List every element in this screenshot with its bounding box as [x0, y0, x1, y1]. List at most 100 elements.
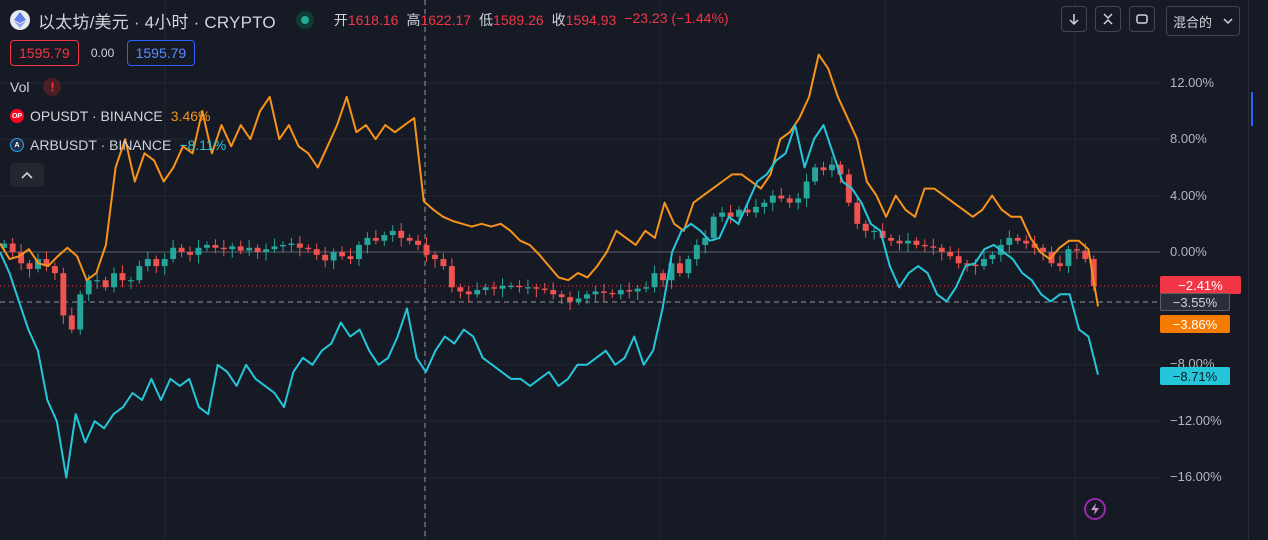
eth-candle-body [170, 247, 177, 260]
arb-change: −8.11% [179, 137, 227, 153]
eth-candle-body [279, 244, 286, 247]
eth-candle-body [85, 280, 92, 295]
eth-candle-body [702, 237, 709, 245]
eth-candle-body [313, 249, 320, 255]
eth-candle-body [372, 237, 379, 241]
optimism-icon: OP [10, 109, 24, 123]
eth-candle-body [592, 291, 599, 295]
open-label: 开 [333, 12, 348, 28]
eth-candle-body [651, 273, 658, 288]
eth-candle-body [102, 280, 109, 288]
eth-candle-body [1040, 247, 1047, 252]
eth-candle-body [111, 273, 117, 288]
eth-candle-body [795, 198, 802, 203]
vol-legend[interactable]: Vol ! [10, 78, 62, 96]
eth-candle-body [913, 240, 920, 245]
eth-candle-body [356, 244, 362, 260]
eth-candle-body [879, 230, 886, 238]
arbitrum-icon: A [10, 138, 24, 152]
eth-candle-body [457, 287, 464, 292]
collapse-icon [1103, 13, 1113, 25]
eth-candle-body [203, 244, 210, 248]
low-label: 低 [479, 12, 494, 28]
symbol-title[interactable]: 以太坊/美元 · 4小时 · CRYPTO [38, 12, 276, 32]
eth-candle-body [964, 263, 971, 265]
eth-candle-body [905, 240, 911, 244]
eth-candle-body [634, 288, 641, 292]
symbol-header: 以太坊/美元 · 4小时 · CRYPTO 开1618.16 高1622.17 … [10, 8, 729, 32]
eth-candle-body [322, 254, 329, 261]
eth-candle-body [1057, 263, 1063, 267]
chevron-down-icon [1223, 18, 1233, 25]
eth-candle-body [339, 252, 346, 257]
eth-candle-body [474, 290, 481, 295]
eth-candle-body [9, 243, 16, 252]
eth-candle-body [195, 247, 202, 255]
eth-candle-body [254, 247, 261, 252]
eth-candle-body [26, 263, 33, 269]
eth-candle-body [643, 287, 650, 289]
market-status-icon[interactable] [295, 11, 314, 29]
eth-candle-body [871, 230, 878, 233]
eth-candle-body [296, 243, 303, 248]
warning-icon[interactable]: ! [43, 78, 62, 96]
eth-candle-body [1006, 237, 1013, 245]
eth-candle-body [68, 315, 75, 330]
fullscreen-button[interactable] [1129, 6, 1155, 32]
scale-mode-label: 混合的 [1173, 14, 1213, 30]
eth-candle-body [947, 252, 954, 257]
eth-candle-body [955, 256, 962, 264]
ethereum-icon [10, 10, 30, 30]
eth-candles [1, 156, 1097, 335]
eth-candle-body [381, 235, 388, 241]
y-tick: 8.00% [1170, 131, 1207, 146]
arb-legend[interactable]: A ARBUSDT · BINANCE −8.11% [10, 137, 226, 153]
open-value: 1618.16 [347, 12, 399, 28]
eth-candle-body [989, 254, 996, 260]
eth-candle-body [398, 230, 405, 238]
scroll-down-button[interactable] [1061, 6, 1087, 32]
y-tick: 12.00% [1170, 75, 1215, 90]
eth-candle-body [550, 290, 557, 295]
eth-candle-body [127, 280, 134, 282]
eth-candle-body [508, 285, 514, 288]
buy-button[interactable]: 1595.79 [126, 40, 196, 66]
eth-candle-body [389, 230, 396, 236]
eth-candle-body [1082, 250, 1089, 260]
eth-candle-body [972, 264, 979, 267]
eth-candle-body [744, 209, 751, 213]
eth-candle-body [448, 266, 455, 288]
right-sidebar[interactable] [1248, 0, 1268, 540]
y-tick: −16.00% [1170, 469, 1222, 484]
op-change: 3.46% [170, 108, 211, 124]
eth-candle-body [820, 167, 827, 171]
y-tick: 0.00% [1170, 244, 1207, 259]
eth-candle-body [406, 237, 413, 241]
collapse-button[interactable] [1095, 6, 1121, 32]
eth-candle-body [761, 202, 768, 207]
eth-candle-body [271, 246, 278, 250]
eth-candle-body [136, 266, 143, 281]
lightning-icon[interactable] [1084, 498, 1106, 520]
eth-candle-body [499, 285, 506, 289]
eth-candle-body [685, 259, 692, 274]
eth-candle-body [60, 273, 67, 316]
eth-candle-body [1073, 249, 1080, 251]
change-value: −23.23 (−1.44%) [624, 10, 729, 26]
eth-candle-body [710, 216, 717, 238]
arb-price-badge: −8.71% [1160, 367, 1230, 385]
eth-candle-body [330, 252, 337, 261]
eth-candle-body [246, 247, 253, 251]
eth-candle-body [423, 244, 430, 255]
legend-collapse-button[interactable] [10, 163, 44, 187]
high-value: 1622.17 [420, 12, 472, 28]
arb-symbol: ARBUSDT · BINANCE [30, 137, 172, 153]
eth-candle-body [533, 287, 540, 289]
eth-candle-body [1, 243, 8, 248]
scale-mode-select[interactable]: 混合的 [1166, 6, 1240, 36]
sell-button[interactable]: 1595.79 [10, 40, 79, 66]
op-legend[interactable]: OP OPUSDT · BINANCE 3.46% [10, 108, 210, 124]
eth-candle-body [364, 237, 371, 245]
eth-candle-body [161, 259, 168, 267]
